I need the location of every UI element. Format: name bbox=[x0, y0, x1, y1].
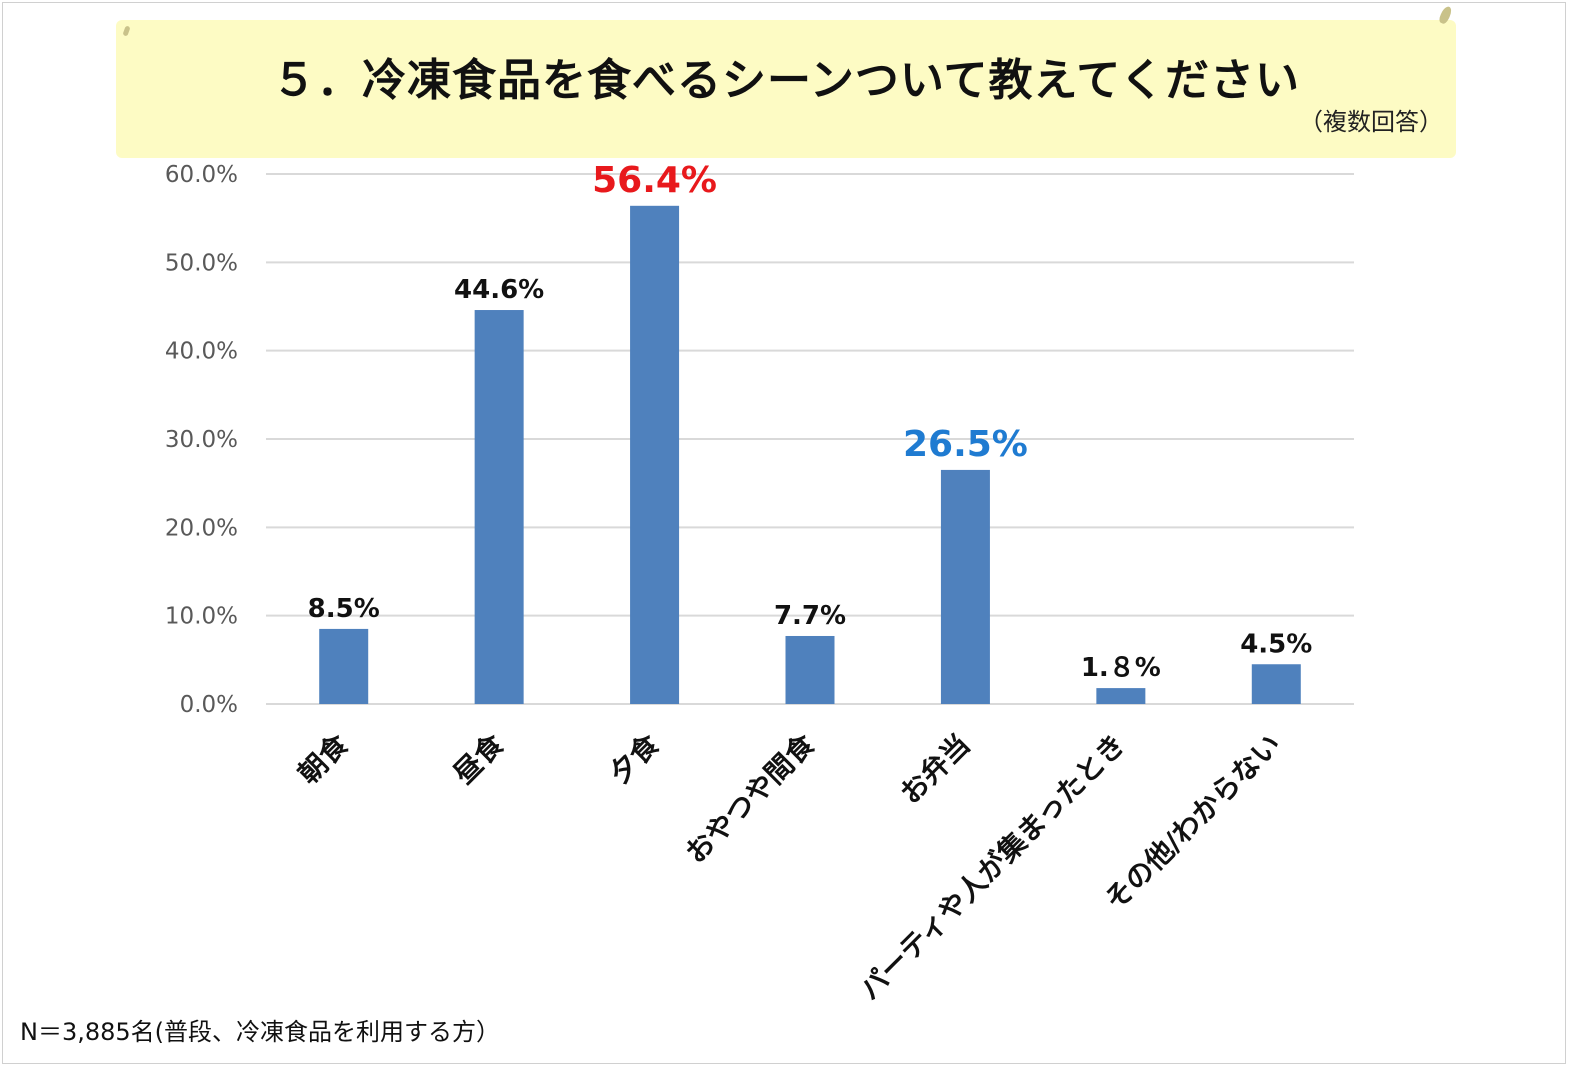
chart-subtitle: （複数回答） bbox=[1299, 108, 1443, 136]
data-label: 56.4% bbox=[592, 160, 717, 201]
gridlines bbox=[266, 173, 1354, 705]
category-label: お弁当 bbox=[894, 728, 977, 811]
category-label: 夕食 bbox=[603, 727, 667, 791]
y-tick-label: 60.0% bbox=[165, 162, 238, 188]
bar bbox=[1251, 664, 1301, 704]
y-tick-label: 0.0% bbox=[180, 692, 238, 718]
data-labels: 8.5% 44.6% 56.4% 7.7% 26.5% 1.８% 4.5% bbox=[308, 160, 1313, 683]
category-label: 朝食 bbox=[292, 727, 356, 791]
data-label: 1.８% bbox=[1081, 653, 1161, 683]
bar bbox=[940, 469, 990, 704]
category-label: 昼食 bbox=[447, 727, 511, 791]
data-label: 26.5% bbox=[903, 424, 1028, 465]
bar bbox=[474, 310, 524, 704]
data-label: 8.5% bbox=[308, 594, 380, 624]
y-tick-label: 30.0% bbox=[165, 427, 238, 453]
title-banner bbox=[116, 20, 1456, 158]
bars bbox=[319, 205, 1301, 705]
data-label: 4.5% bbox=[1240, 629, 1312, 659]
sample-size-note: N＝3,885名(普段、冷凍食品を利用する方） bbox=[20, 1018, 501, 1046]
data-label: 44.6% bbox=[454, 275, 544, 305]
y-axis-tick-labels: 0.0% 10.0% 20.0% 30.0% 40.0% 50.0% 60.0% bbox=[165, 162, 238, 718]
bar bbox=[319, 628, 369, 704]
chart-title: ５．冷凍食品を食べるシーンついて教えてください bbox=[272, 55, 1300, 106]
category-label: おやつや間食 bbox=[679, 727, 822, 870]
y-tick-label: 50.0% bbox=[165, 250, 238, 276]
bar bbox=[785, 635, 835, 704]
category-label: パーティや人が集まったとき bbox=[853, 728, 1132, 1007]
data-label: 7.7% bbox=[774, 601, 846, 631]
y-tick-label: 10.0% bbox=[165, 604, 238, 630]
bar bbox=[630, 205, 680, 705]
y-tick-label: 20.0% bbox=[165, 515, 238, 541]
bar bbox=[1096, 688, 1146, 704]
y-tick-label: 40.0% bbox=[165, 339, 238, 365]
